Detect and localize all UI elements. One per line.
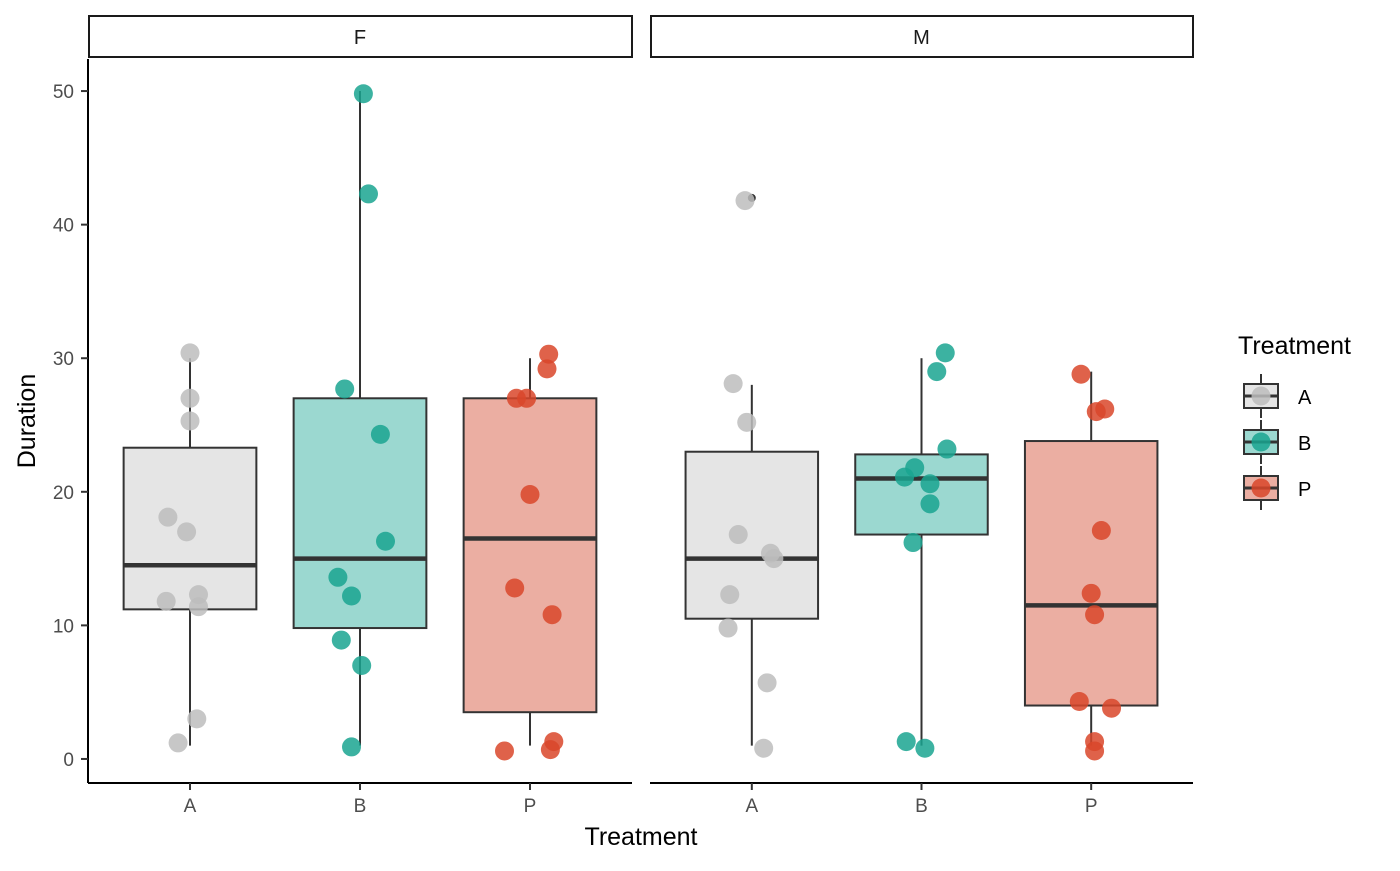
data-point xyxy=(158,507,178,527)
y-tick-label: 40 xyxy=(53,216,74,237)
data-point xyxy=(359,184,378,204)
data-point xyxy=(180,388,200,408)
facet-strip-M xyxy=(650,15,1194,58)
box-F-B xyxy=(292,397,428,630)
y-tick-label: 0 xyxy=(63,750,74,771)
x-axis-title: Treatment xyxy=(584,823,697,851)
data-point xyxy=(903,533,923,553)
legend-label-B: B xyxy=(1298,433,1311,455)
facet-strip-F xyxy=(88,15,633,58)
data-point xyxy=(1085,605,1105,625)
y-tick-label: 50 xyxy=(53,82,74,103)
data-point xyxy=(754,738,774,758)
y-tick-label: 10 xyxy=(53,616,74,637)
data-point xyxy=(1081,583,1101,603)
facet-strip-label-M: M xyxy=(913,27,930,49)
data-point xyxy=(720,585,740,605)
x-tick-label-B: B xyxy=(915,796,928,817)
data-point xyxy=(342,737,361,757)
data-point xyxy=(168,733,188,753)
x-tick-label-B: B xyxy=(354,796,367,817)
box-F-P xyxy=(462,397,598,714)
data-point xyxy=(935,343,955,363)
data-point xyxy=(735,191,755,211)
data-point xyxy=(1071,364,1091,384)
data-point xyxy=(895,467,915,487)
data-point xyxy=(920,474,940,494)
data-point xyxy=(1095,399,1115,419)
data-point xyxy=(728,525,748,545)
y-tick-label: 20 xyxy=(53,483,74,504)
data-point xyxy=(331,630,351,650)
data-point xyxy=(1085,741,1105,761)
data-point xyxy=(542,605,562,625)
data-point xyxy=(370,424,390,444)
data-point xyxy=(927,362,947,382)
data-point xyxy=(505,578,525,598)
legend-title: Treatment xyxy=(1238,332,1351,360)
data-point xyxy=(180,343,200,363)
data-point xyxy=(915,738,935,758)
y-axis-title: Duration xyxy=(13,374,41,469)
data-point xyxy=(1102,698,1122,718)
legend-key-point xyxy=(1251,478,1271,498)
legend-key-point xyxy=(1251,432,1271,452)
data-point xyxy=(328,567,348,587)
y-tick-label: 30 xyxy=(53,349,74,370)
x-tick-label-A: A xyxy=(745,796,758,817)
data-point xyxy=(764,549,784,569)
data-point xyxy=(737,412,757,432)
data-point xyxy=(352,655,372,675)
legend-label-P: P xyxy=(1298,479,1311,501)
data-point xyxy=(495,741,514,761)
data-point xyxy=(937,439,957,459)
data-point xyxy=(187,709,207,729)
data-point xyxy=(1069,692,1089,712)
data-point xyxy=(342,586,361,606)
data-point xyxy=(757,673,777,693)
data-point xyxy=(156,591,176,611)
data-point xyxy=(723,374,743,394)
data-point xyxy=(920,494,940,514)
data-point xyxy=(376,531,395,551)
data-point xyxy=(353,84,373,104)
x-tick-label-P: P xyxy=(524,796,537,817)
facet-strip-label-F: F xyxy=(354,27,366,49)
data-point xyxy=(177,522,197,542)
data-point xyxy=(180,411,200,431)
box-M-P xyxy=(1023,440,1159,707)
data-point xyxy=(896,732,916,752)
data-point xyxy=(189,585,208,605)
data-point xyxy=(517,388,537,408)
x-tick-label-P: P xyxy=(1085,796,1098,817)
data-point xyxy=(539,344,559,364)
data-point xyxy=(540,740,560,760)
data-point xyxy=(718,618,738,638)
legend-label-A: A xyxy=(1298,387,1312,409)
data-point xyxy=(1091,521,1111,541)
legend-key-point xyxy=(1251,386,1271,406)
x-tick-label-A: A xyxy=(184,796,197,817)
data-point xyxy=(335,379,355,399)
data-point xyxy=(520,484,540,504)
box-M-A xyxy=(684,450,820,620)
data-point xyxy=(537,359,557,379)
